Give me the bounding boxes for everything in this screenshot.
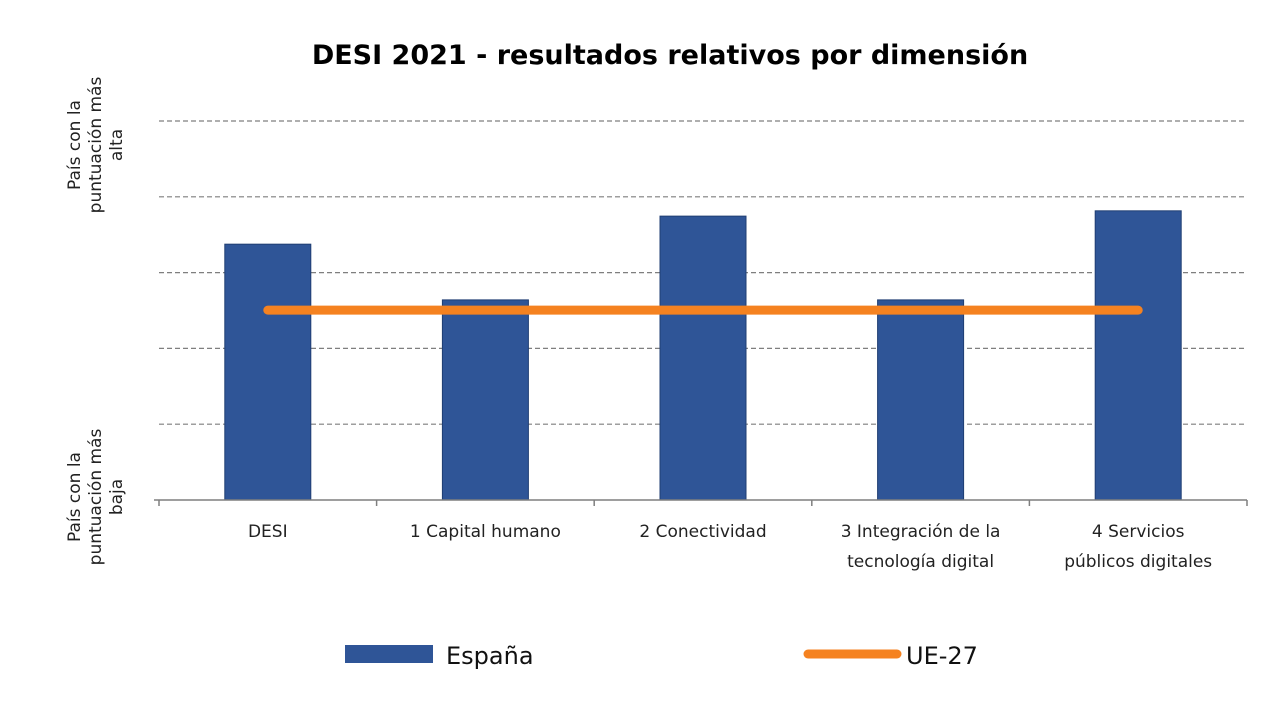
bar-espana [1094, 210, 1182, 501]
x-axis [154, 499, 1248, 506]
y-label-top-line: alta [107, 129, 127, 161]
legend-label-ue27: UE-27 [906, 642, 978, 670]
y-label-top-line: País con la [65, 100, 85, 190]
x-tick-label: 1 Capital humano [410, 522, 561, 542]
bar-espana [441, 299, 529, 501]
y-label-bottom-line: puntuación más [86, 429, 106, 566]
bar-espana [224, 243, 312, 501]
x-tick-label-line: 3 Integración de la [841, 522, 1001, 542]
y-label-top: País con lapuntuación másalta [65, 77, 127, 214]
x-tick-label: 2 Conectividad [639, 522, 766, 542]
x-tick-label: DESI [248, 522, 288, 542]
x-tick-labels: DESI 1 Capital humano 2 Conectividad 3 Inte… [248, 522, 1212, 572]
chart-title: DESI 2021 - resultados relativos por dim… [312, 40, 1028, 71]
bar-espana [877, 299, 965, 501]
x-tick-label-line: 2 Conectividad [639, 522, 766, 542]
x-tick-label-line: DESI [248, 522, 288, 542]
legend: España UE-27 [345, 642, 978, 670]
x-tick-label-line: 1 Capital humano [410, 522, 561, 542]
y-label-bottom-line: baja [107, 479, 127, 515]
x-tick-label-line: tecnología digital [847, 552, 994, 572]
legend-swatch-espana [345, 645, 433, 663]
x-tick-label-line: 4 Servicios [1092, 522, 1185, 542]
bar-espana [659, 215, 747, 501]
x-tick-label: 3 Integración de la tecnología digital [841, 522, 1001, 572]
y-label-top-line: puntuación más [86, 77, 106, 214]
y-label-bottom-line: País con la [65, 452, 85, 542]
legend-label-espana: España [446, 642, 534, 670]
bars-espana [224, 210, 1182, 501]
y-label-bottom: País con lapuntuación másbaja [65, 429, 127, 566]
x-tick-label-line: públicos digitales [1064, 552, 1212, 572]
x-tick-label: 4 Servicios públicos digitales [1064, 522, 1212, 572]
